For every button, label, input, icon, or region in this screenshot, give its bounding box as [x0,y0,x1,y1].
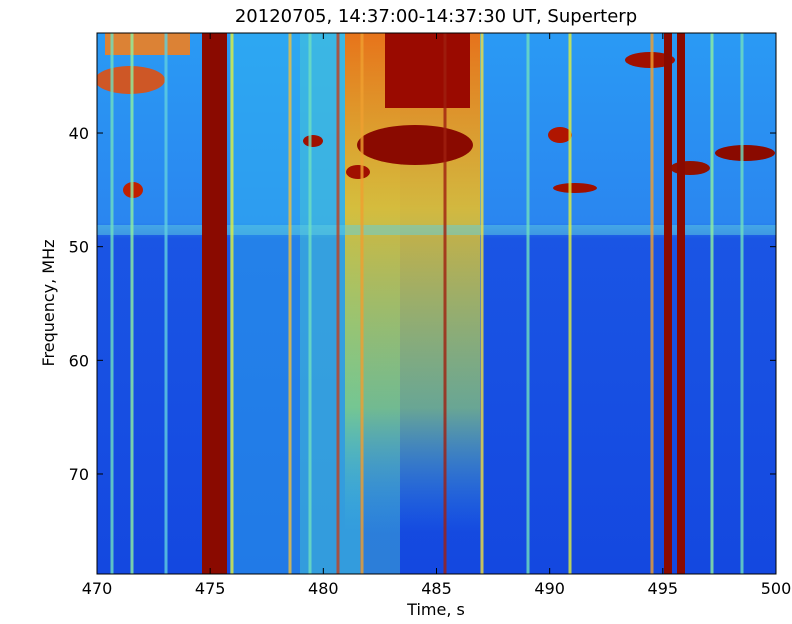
x-tick-label: 500 [761,579,792,598]
x-tick-label: 490 [534,579,565,598]
y-tick-label: 40 [69,124,89,143]
spectrogram-image [97,33,776,574]
x-axis-label: Time, s [406,600,465,619]
y-tick-label: 70 [69,465,89,484]
x-tick-label: 480 [308,579,339,598]
y-axis-label: Frequency, MHz [39,239,58,366]
x-tick-label: 470 [82,579,113,598]
x-tick-label: 495 [648,579,679,598]
x-tick-label: 485 [421,579,452,598]
chart-title: 20120705, 14:37:00-14:37:30 UT, Superter… [235,6,637,27]
x-tick-label: 475 [195,579,226,598]
y-tick-label: 50 [69,238,89,257]
y-tick-label: 60 [69,351,89,370]
